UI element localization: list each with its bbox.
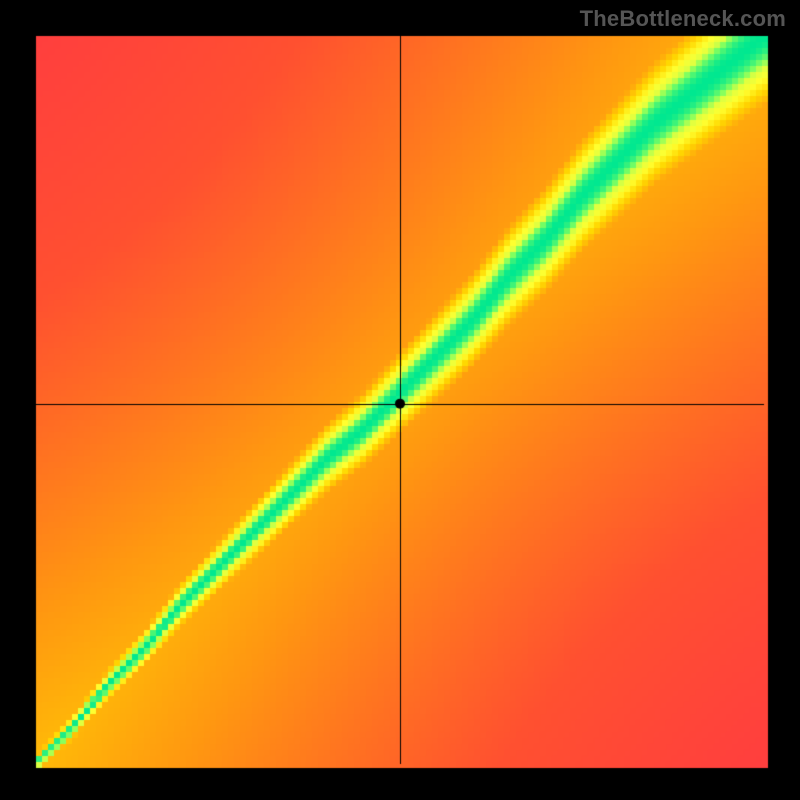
heatmap-plot — [0, 0, 800, 800]
chart-container: TheBottleneck.com — [0, 0, 800, 800]
watermark-text: TheBottleneck.com — [580, 6, 786, 32]
